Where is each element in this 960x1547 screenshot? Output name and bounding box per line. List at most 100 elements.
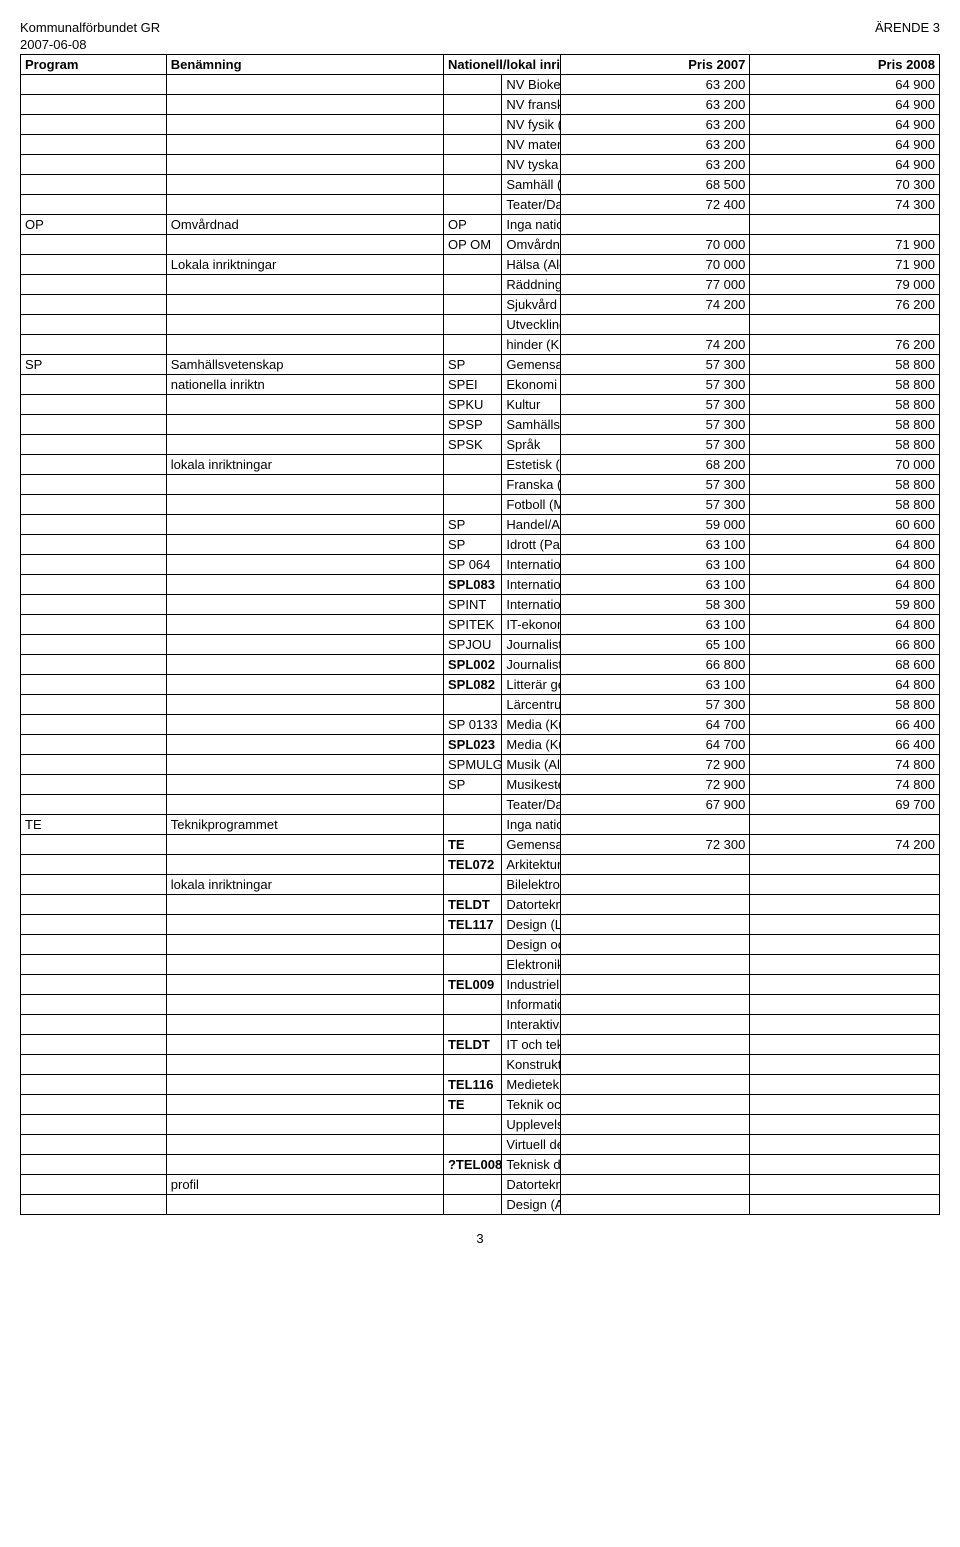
table-cell: Ekonomi xyxy=(502,375,560,395)
table-cell: Teknikprogrammet xyxy=(166,815,443,835)
table-cell: Kultur xyxy=(502,395,560,415)
table-cell xyxy=(560,855,750,875)
table-cell: 58 800 xyxy=(750,495,940,515)
table-cell: 76 200 xyxy=(750,295,940,315)
table-row: SPL023Media (Kungabacka)64 70066 400 xyxy=(21,735,940,755)
table-cell: 67 900 xyxy=(560,795,750,815)
table-cell xyxy=(443,195,501,215)
table-cell xyxy=(166,955,443,975)
table-cell xyxy=(560,935,750,955)
table-cell: Litterär gestaltning (Mölndal) xyxy=(502,675,560,695)
table-cell xyxy=(443,255,501,275)
table-cell: Omvårdnad xyxy=(166,215,443,235)
table-row: Lärcentrum (BUC Göteborg)57 30058 800 xyxy=(21,695,940,715)
table-cell: 58 800 xyxy=(750,415,940,435)
table-cell xyxy=(166,695,443,715)
table-row: Lokala inriktningarHälsa (Ale)70 00071 9… xyxy=(21,255,940,275)
col-pris2007: Pris 2007 xyxy=(560,55,750,75)
table-cell: Fotboll (Mölndal) xyxy=(502,495,560,515)
table-cell xyxy=(21,175,167,195)
table-cell xyxy=(443,135,501,155)
table-cell: 63 200 xyxy=(560,95,750,115)
table-cell xyxy=(166,515,443,535)
table-cell: Informationsteknik (Alingsås) xyxy=(502,995,560,1015)
table-cell xyxy=(443,1055,501,1075)
col-inriktning: Nationell/lokal inriktning/profil xyxy=(443,55,560,75)
table-cell: hinder (Kungälv) NY 2008 xyxy=(502,335,560,355)
table-row: hinder (Kungälv) NY 200874 20076 200 xyxy=(21,335,940,355)
table-cell xyxy=(560,1115,750,1135)
table-cell xyxy=(443,155,501,175)
table-cell xyxy=(21,1135,167,1155)
table-row: SPL002Journalistik-media (Lerum)66 80068… xyxy=(21,655,940,675)
table-cell: Teknisk design (Göteborg) xyxy=(502,1155,560,1175)
table-row: TEGemensamt72 30074 200 xyxy=(21,835,940,855)
table-cell: 70 300 xyxy=(750,175,940,195)
table-cell: 74 800 xyxy=(750,775,940,795)
table-cell xyxy=(21,435,167,455)
table-cell: TEL072 xyxy=(443,855,501,875)
table-cell xyxy=(443,695,501,715)
table-cell xyxy=(443,335,501,355)
table-row: Konstruktion (Kungälv) NY 2008 xyxy=(21,1055,940,1075)
table-cell xyxy=(166,235,443,255)
table-row: TEL117Design (Lerum) xyxy=(21,915,940,935)
table-row: SPMULGMusik (Ale)72 90074 800 xyxy=(21,755,940,775)
table-cell: 72 400 xyxy=(560,195,750,215)
table-cell: OP xyxy=(21,215,167,235)
table-cell xyxy=(443,815,501,835)
table-cell: Idrott (Partille) xyxy=(502,535,560,555)
table-cell: SP xyxy=(21,355,167,375)
table-row: SPINTInternationell inr (Stenungsund)58 … xyxy=(21,595,940,615)
table-cell xyxy=(166,95,443,115)
table-cell: NV franska (Göteborg) xyxy=(502,95,560,115)
table-cell xyxy=(750,1055,940,1075)
table-cell: 63 200 xyxy=(560,75,750,95)
table-cell xyxy=(21,655,167,675)
table-cell xyxy=(443,1195,501,1215)
table-cell xyxy=(21,935,167,955)
table-cell xyxy=(21,375,167,395)
table-row: SPSKSpråk57 30058 800 xyxy=(21,435,940,455)
table-cell: Inga nationella inriktningar xyxy=(502,815,560,835)
table-cell xyxy=(166,715,443,735)
table-row: Design och produktutveckling (Ale) xyxy=(21,935,940,955)
table-row: TETeknik och samhällsvetenskap (Göteborg… xyxy=(21,1095,940,1115)
table-cell xyxy=(21,415,167,435)
table-cell: Gemensamt xyxy=(502,835,560,855)
table-cell xyxy=(21,775,167,795)
table-cell xyxy=(750,855,940,875)
table-cell: 66 400 xyxy=(750,735,940,755)
table-cell: SPITEK xyxy=(443,615,501,635)
table-cell xyxy=(560,1015,750,1035)
table-cell: Samhäll (Kungsbacka) xyxy=(502,175,560,195)
table-cell xyxy=(21,1195,167,1215)
table-cell: 76 200 xyxy=(750,335,940,355)
table-cell: Design (Ale) xyxy=(502,1195,560,1215)
table-cell: 74 200 xyxy=(560,335,750,355)
table-cell: 64 800 xyxy=(750,675,940,695)
table-cell: 59 800 xyxy=(750,595,940,615)
table-cell: 70 000 xyxy=(560,235,750,255)
table-cell: 64 800 xyxy=(750,575,940,595)
table-cell: Samhällsvetenskap xyxy=(166,355,443,375)
table-cell: 57 300 xyxy=(560,495,750,515)
table-cell xyxy=(21,575,167,595)
table-cell: 69 700 xyxy=(750,795,940,815)
table-cell xyxy=(21,95,167,115)
table-row: TELDTIT och teknik (Göteborg) xyxy=(21,1035,940,1055)
table-cell xyxy=(750,1115,940,1135)
table-row: SPSamhällsvetenskapSPGemensamt57 30058 8… xyxy=(21,355,940,375)
table-cell: 74 200 xyxy=(750,835,940,855)
table-cell xyxy=(21,635,167,655)
table-cell xyxy=(560,995,750,1015)
table-cell: SP 0133 xyxy=(443,715,501,735)
table-cell: 72 900 xyxy=(560,775,750,795)
table-cell: 58 800 xyxy=(750,355,940,375)
table-cell xyxy=(750,1155,940,1175)
table-cell xyxy=(166,1055,443,1075)
table-cell: Musik (Ale) xyxy=(502,755,560,775)
table-cell: SPJOU xyxy=(443,635,501,655)
table-row: Virtuell design (Stenungsund) xyxy=(21,1135,940,1155)
table-cell xyxy=(21,595,167,615)
